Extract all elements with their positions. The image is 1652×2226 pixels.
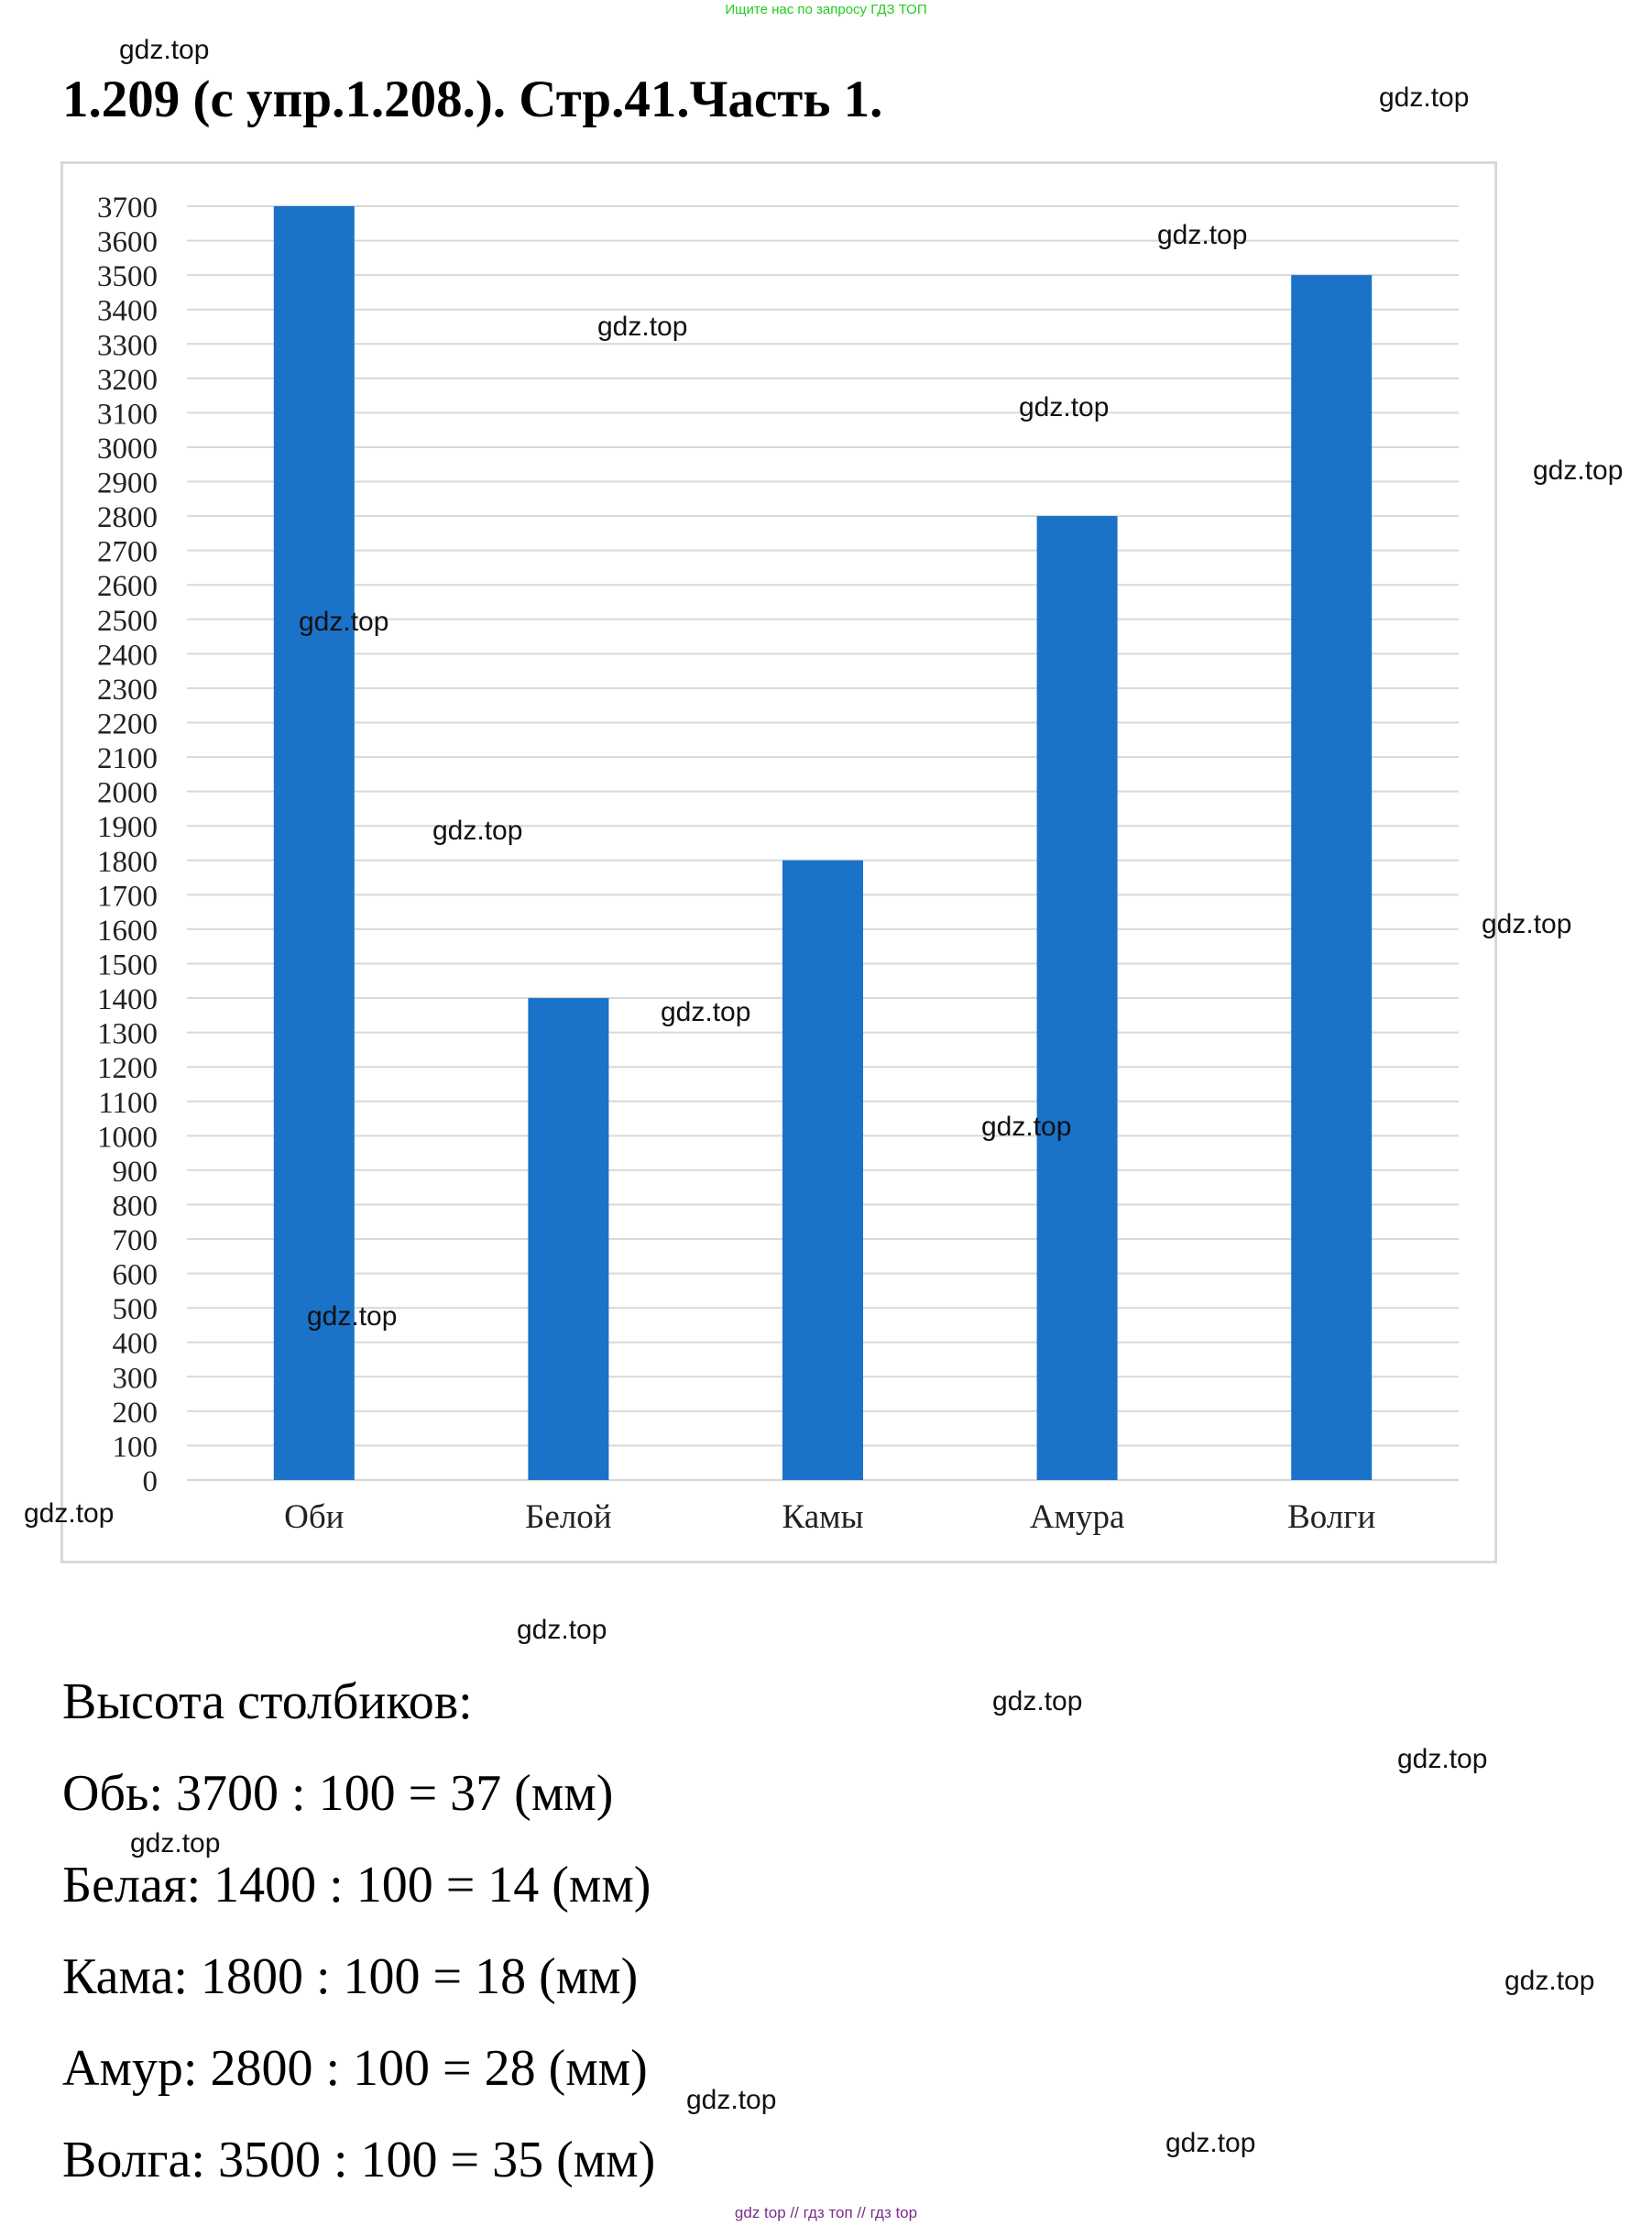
x-tick-label: Белой: [525, 1498, 611, 1536]
y-tick-label: 1000: [97, 1121, 158, 1154]
y-tick-label: 1700: [97, 880, 158, 913]
watermark: gdz.top: [307, 1301, 398, 1332]
bar: [1291, 275, 1373, 1480]
y-tick-label: 2500: [97, 605, 158, 638]
y-tick-label: 3700: [97, 192, 158, 225]
y-tick-label: 500: [113, 1293, 159, 1326]
y-tick-label: 1900: [97, 811, 158, 844]
y-tick-label: 700: [113, 1224, 159, 1257]
y-tick-label: 300: [113, 1362, 159, 1395]
watermark: gdz.top: [299, 607, 389, 637]
y-tick-label: 800: [113, 1190, 159, 1223]
bar-chart: 0100200300400500600700800900100011001200…: [97, 192, 1459, 1536]
x-tick-label: Волги: [1287, 1498, 1375, 1536]
chart-frame: 0 100 200 300 400 500 600 700 800 900 1000 1100 1200…: [60, 161, 1497, 1563]
x-tick-label: Камы: [782, 1498, 864, 1536]
y-tick-label: 1600: [97, 915, 158, 948]
x-tick-label: Оби: [284, 1498, 344, 1536]
y-tick-label: 600: [113, 1259, 159, 1292]
calc-line-belaya: Белая: 1400 : 100 = 14 (мм): [62, 1857, 651, 1913]
watermark: gdz.top: [686, 2085, 777, 2115]
y-tick-label: 2200: [97, 708, 158, 741]
watermark: gdz.top: [981, 1112, 1072, 1142]
watermark: gdz.top: [597, 312, 688, 342]
y-tick-label: 1500: [97, 949, 158, 981]
x-tick-label: Амура: [1030, 1498, 1125, 1536]
y-tick-label: 2100: [97, 742, 158, 775]
y-tick-label: 100: [113, 1431, 159, 1464]
calc-line-amur: Амур: 2800 : 100 = 28 (мм): [62, 2040, 648, 2097]
calc-line-ob: Обь: 3700 : 100 = 37 (мм): [62, 1765, 614, 1822]
y-tick-label: 2000: [97, 777, 158, 810]
y-tick-label: 900: [113, 1156, 159, 1189]
y-tick-label: 3500: [97, 260, 158, 293]
watermark: gdz.top: [992, 1686, 1083, 1716]
watermark: gdz.top: [517, 1615, 607, 1645]
y-tick-label: 2300: [97, 674, 158, 707]
page-title: 1.209 (с упр.1.208.). Стр.41.Часть 1.: [62, 71, 883, 128]
watermark: gdz.top: [1379, 82, 1470, 113]
watermark: gdz.top: [119, 35, 210, 65]
y-tick-label: 0: [143, 1465, 159, 1498]
heights-heading: Высота столбиков:: [62, 1673, 473, 1730]
y-tick-label: 2400: [97, 639, 158, 672]
y-tick-label: 1300: [97, 1018, 158, 1051]
y-tick-label: 2700: [97, 536, 158, 569]
y-tick-label: 3300: [97, 329, 158, 362]
y-tick-label: 3400: [97, 295, 158, 328]
y-tick-label: 3600: [97, 226, 158, 259]
watermark: gdz.top: [1504, 1966, 1595, 1996]
y-tick-label: 2900: [97, 467, 158, 500]
watermark: gdz.top: [1019, 392, 1110, 422]
bar: [1036, 516, 1118, 1480]
y-tick-label: 1100: [98, 1087, 158, 1120]
bar: [528, 998, 609, 1480]
y-tick-label: 1800: [97, 846, 158, 879]
watermark: gdz.top: [432, 816, 523, 846]
top-banner: Ищите нас по запросу ГДЗ ТОП: [725, 2, 927, 17]
y-tick-label: 3000: [97, 433, 158, 466]
y-tick-label: 3200: [97, 364, 158, 397]
y-tick-label: 400: [113, 1328, 159, 1361]
bar: [782, 860, 863, 1480]
calc-line-volga: Волга: 3500 : 100 = 35 (мм): [62, 2132, 656, 2188]
watermark: gdz.top: [24, 1498, 115, 1529]
watermark: gdz.top: [1482, 909, 1572, 939]
bottom-banner: gdz top // гдз топ // гдз top: [734, 2204, 918, 2221]
bar: [273, 206, 355, 1480]
watermark: gdz.top: [661, 997, 751, 1027]
watermark: gdz.top: [130, 1828, 221, 1859]
y-tick-label: 2600: [97, 570, 158, 603]
watermark: gdz.top: [1157, 220, 1248, 250]
watermark: gdz.top: [1165, 2128, 1256, 2158]
calc-line-kama: Кама: 1800 : 100 = 18 (мм): [62, 1948, 639, 2005]
y-tick-label: 200: [113, 1397, 159, 1430]
watermark: gdz.top: [1397, 1744, 1488, 1774]
y-tick-label: 2800: [97, 501, 158, 534]
y-tick-label: 1200: [97, 1052, 158, 1085]
watermark: gdz.top: [1533, 455, 1624, 486]
y-tick-label: 1400: [97, 983, 158, 1016]
y-tick-label: 3100: [97, 398, 158, 431]
